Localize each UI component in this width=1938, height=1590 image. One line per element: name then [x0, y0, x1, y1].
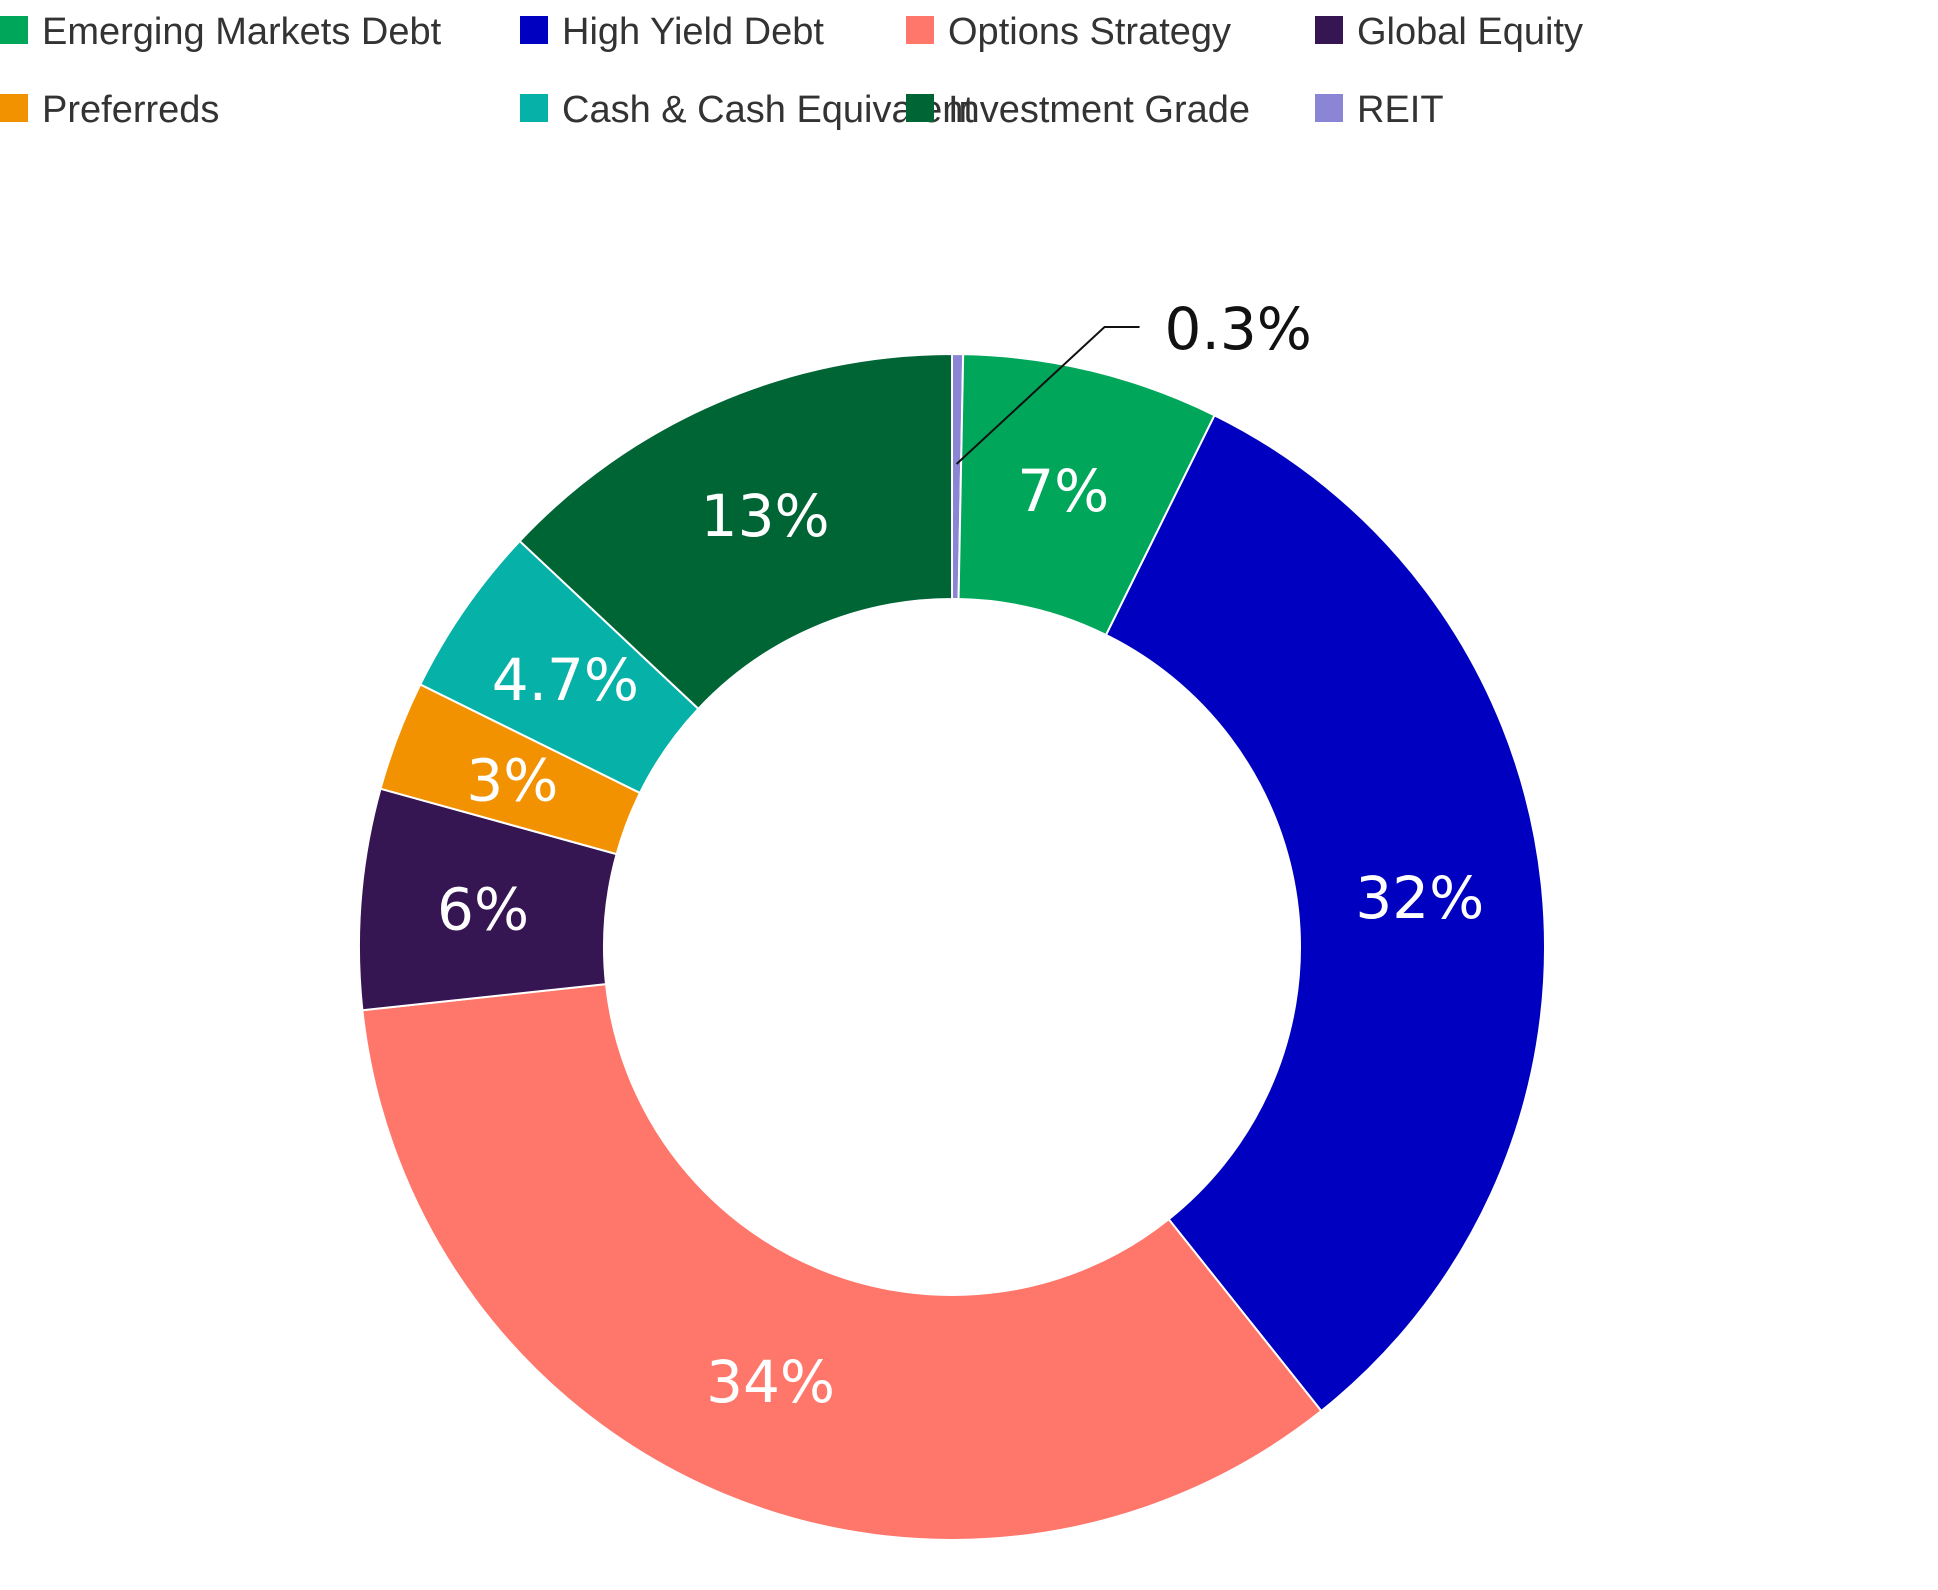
data-label-cash-and-cash-equivalent: 4.7% [492, 646, 639, 714]
data-label-emerging-markets-debt: 7% [1017, 457, 1109, 525]
legend-swatch [0, 16, 28, 44]
legend-swatch [0, 94, 28, 122]
legend-label: REIT [1357, 89, 1444, 131]
legend-swatch [520, 16, 548, 44]
slice-investment-grade [518, 352, 953, 711]
legend-label: Preferreds [42, 89, 219, 131]
legend-swatch [906, 16, 934, 44]
data-label-options-strategy: 34% [706, 1348, 835, 1416]
legend-item-cash-and-cash-equivalent: Cash & Cash Equivalent [520, 89, 974, 131]
data-label-investment-grade: 13% [701, 482, 830, 550]
chart-legend: Emerging Markets Debt High Yield Debt Opti… [0, 11, 1583, 131]
legend-item-reit: REIT [1315, 89, 1444, 131]
callout-leader-line [955, 326, 1140, 465]
legend-item-emerging-markets-debt: Emerging Markets Debt [0, 11, 442, 53]
data-label-reit: 0.3% [1165, 295, 1312, 363]
legend-swatch [906, 94, 934, 122]
data-label-global-equity: 6% [437, 876, 529, 944]
legend-label: Options Strategy [948, 11, 1231, 53]
legend-swatch [1315, 16, 1343, 44]
data-label-high-yield-debt: 32% [1355, 864, 1484, 932]
legend-swatch [1315, 94, 1343, 122]
legend-label: Cash & Cash Equivalent [562, 89, 974, 131]
slice-options-strategy [361, 983, 1323, 1541]
callout-group: 0.3% [955, 295, 1312, 465]
legend-item-investment-grade: Investment Grade [906, 89, 1250, 131]
legend-item-options-strategy: Options Strategy [906, 11, 1231, 53]
legend-item-global-equity: Global Equity [1315, 11, 1583, 53]
legend-label: High Yield Debt [562, 11, 824, 53]
slice-labels: 7% 32% 34% 6% 3% 4.7% 13% [437, 457, 1484, 1416]
legend-label: Global Equity [1357, 11, 1583, 53]
legend-item-preferreds: Preferreds [0, 89, 219, 131]
legend-swatch [520, 94, 548, 122]
slice-high-yield-debt [1104, 413, 1546, 1413]
donut-slices [358, 352, 1546, 1541]
legend-item-high-yield-debt: High Yield Debt [520, 11, 824, 53]
legend-label: Investment Grade [948, 89, 1250, 131]
legend-label: Emerging Markets Debt [42, 11, 442, 53]
data-label-preferreds: 3% [466, 746, 558, 814]
